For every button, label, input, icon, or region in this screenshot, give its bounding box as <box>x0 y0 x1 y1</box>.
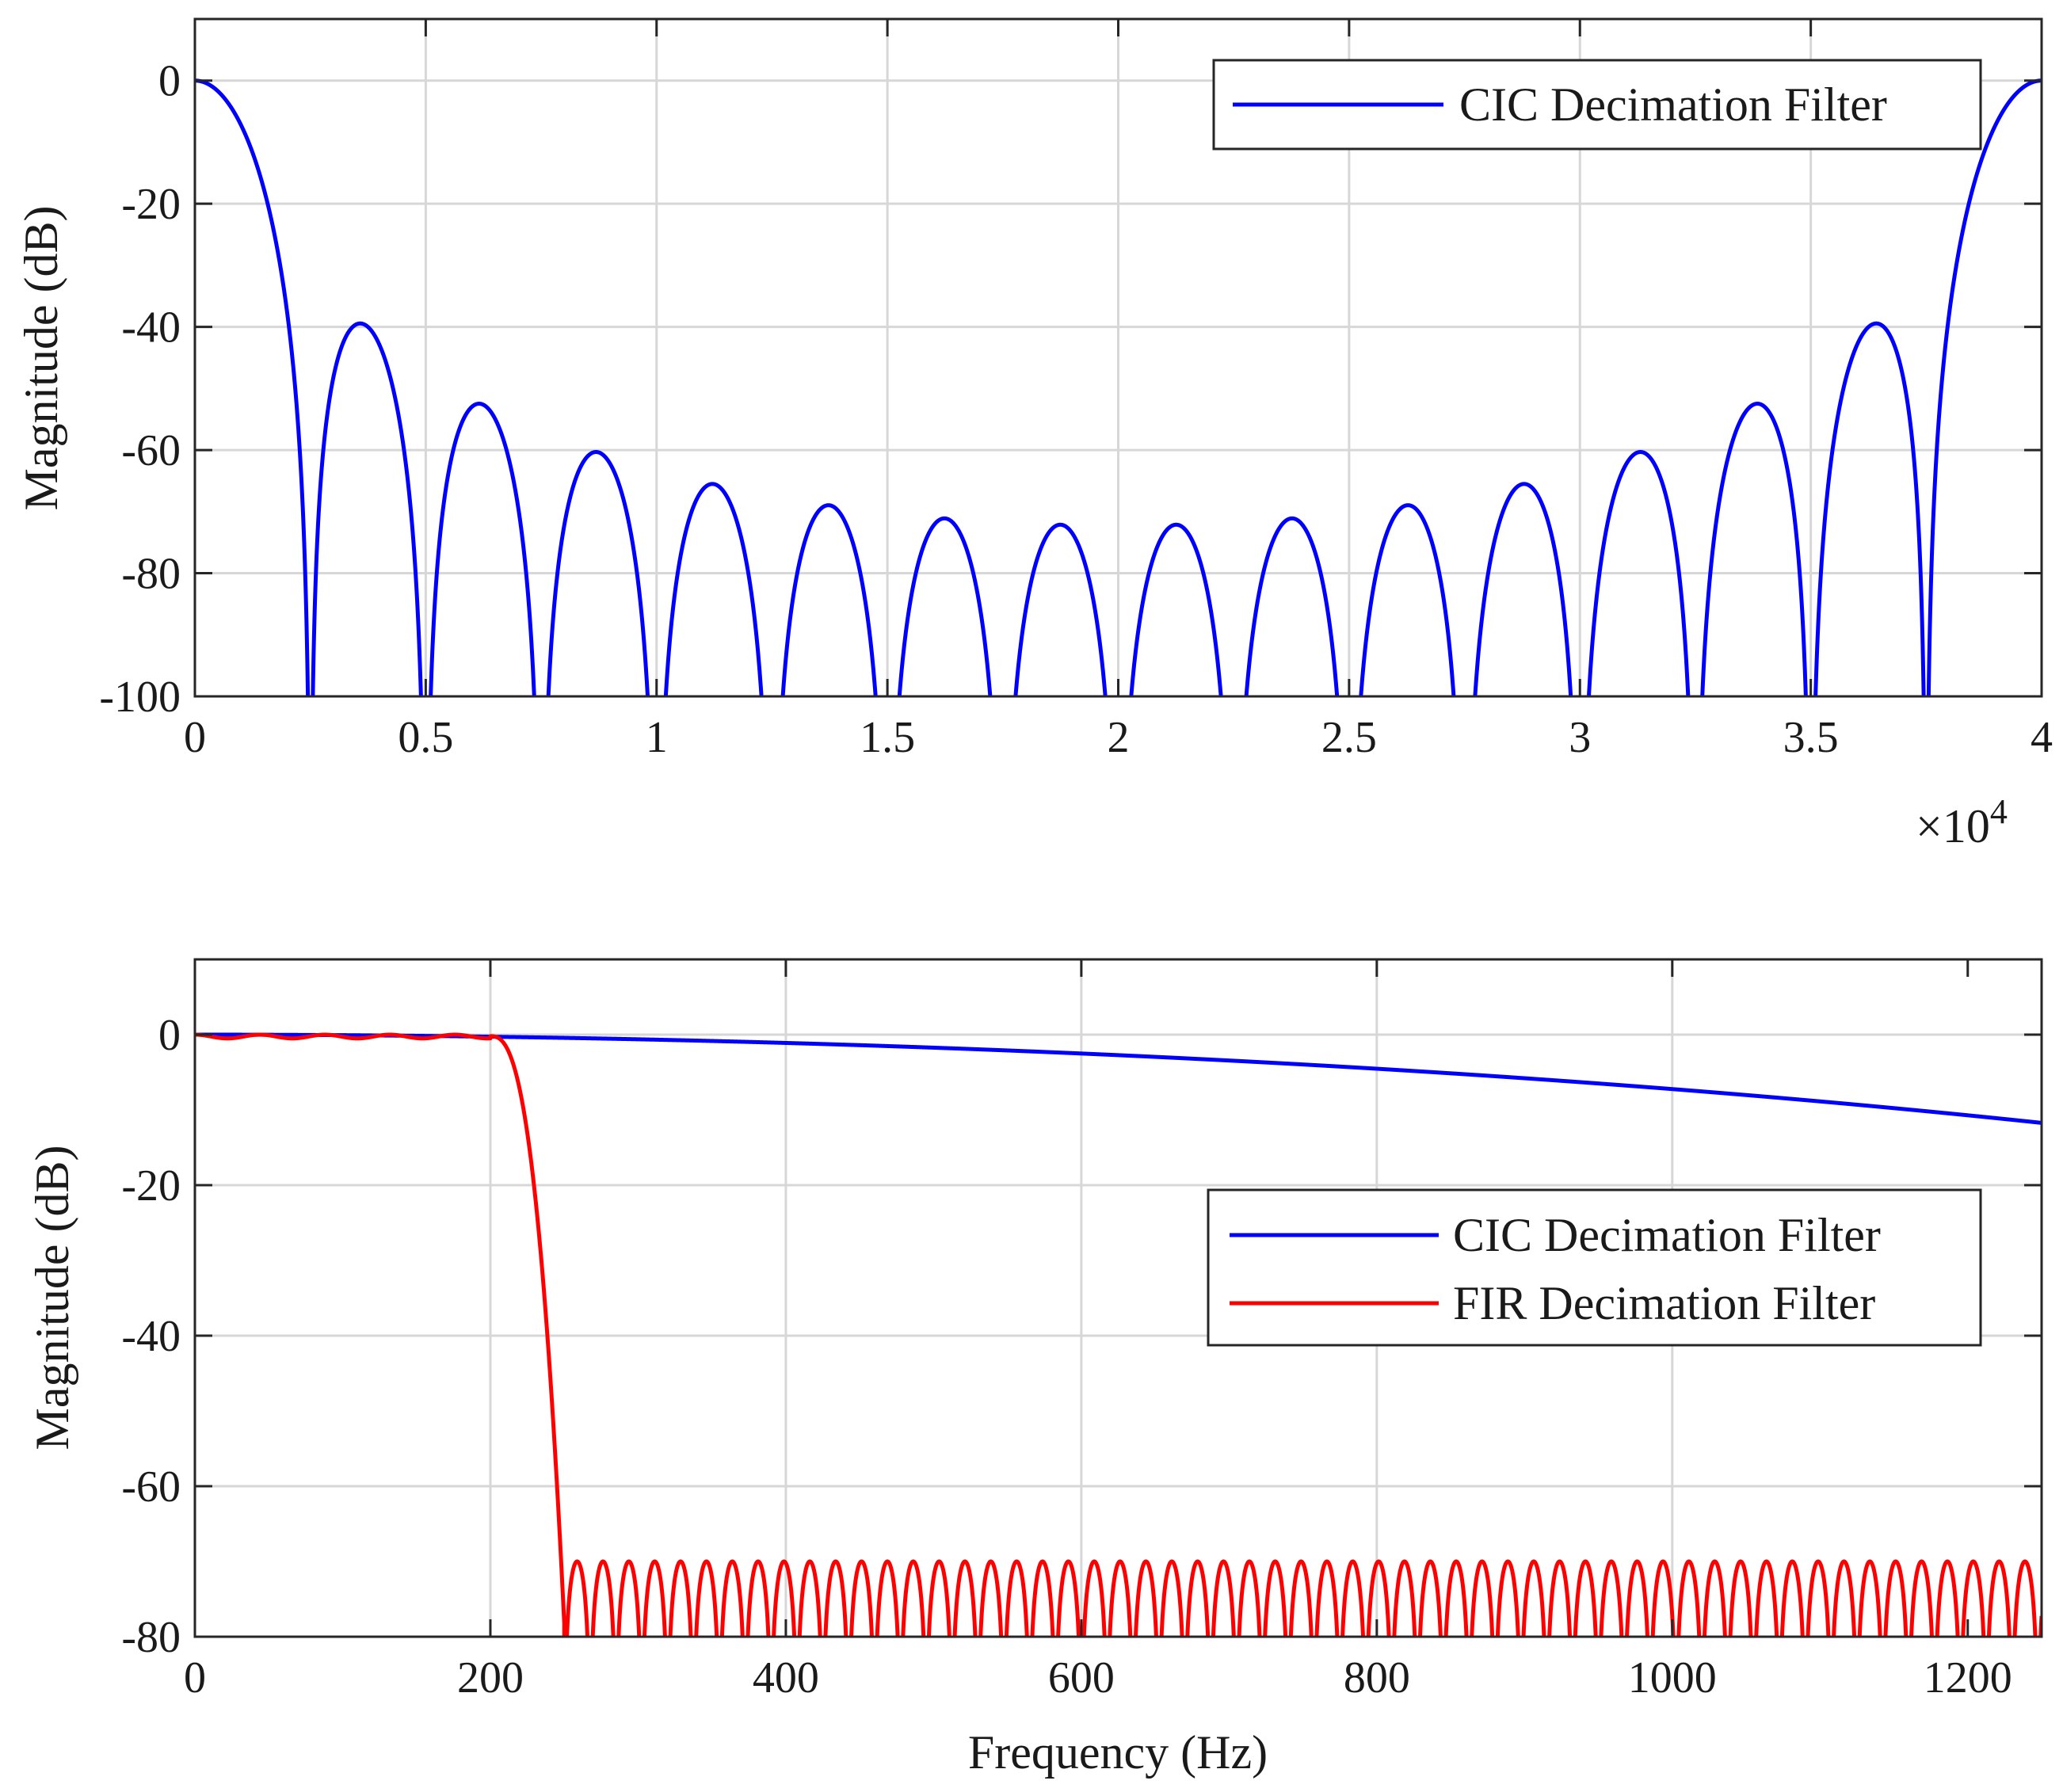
x-tick-label: 0 <box>184 713 206 762</box>
series-group <box>195 78 2042 696</box>
y-tick-label: 0 <box>158 57 181 106</box>
ticks: 0 0.5 1 1.5 2 2.5 3 3.5 4 0 -20 -40 -60 -80 -100 <box>99 19 2053 762</box>
legend-box <box>1207 1188 1982 1347</box>
x-tick-label: 3 <box>1569 713 1591 762</box>
x-tick-label: 2.5 <box>1321 713 1377 762</box>
y-tick-label: -80 <box>121 550 181 599</box>
cic-fir-passband-plot: 0 200 400 600 800 1000 1200 0 -20 -40 -60 -80 Magni… <box>26 958 2043 1779</box>
x-tick-label: 1.5 <box>860 713 915 762</box>
y-tick-label: 0 <box>158 1011 181 1060</box>
legend-label-cic: CIC Decimation Filter <box>1459 78 1887 131</box>
y-tick-label: -80 <box>121 1613 181 1662</box>
cic-full-response-plot: 0 0.5 1 1.5 2 2.5 3 3.5 4 0 -20 -40 -60 -80 -100 Magni… <box>15 17 2053 852</box>
x-tick-label: 2 <box>1108 713 1130 762</box>
y-axis-label: Magnitude (dB) <box>26 1146 78 1451</box>
x-tick-label: 0 <box>184 1653 206 1702</box>
x-tick-label: 200 <box>457 1653 524 1702</box>
x-tick-label: 1200 <box>1924 1653 2012 1702</box>
ticks: 0 200 400 600 800 1000 1200 0 -20 -40 -60 -80 <box>121 959 2042 1702</box>
x-tick-label: 4 <box>2031 713 2053 762</box>
x-tick-label: 600 <box>1048 1653 1115 1702</box>
y-axis-label: Magnitude (dB) <box>15 206 67 511</box>
y-tick-label: -20 <box>121 180 181 229</box>
y-tick-label: -60 <box>121 426 181 475</box>
legend: CIC Decimation Filter FIR Decimation Fil… <box>1207 1188 1982 1347</box>
x-axis-label: Frequency (Hz) <box>968 1726 1268 1779</box>
series-line-cic <box>195 1032 2042 1125</box>
series-line-cic <box>195 78 2042 696</box>
y-tick-label: -60 <box>121 1462 181 1512</box>
legend-label-fir: FIR Decimation Filter <box>1453 1277 1875 1329</box>
series-line-fir <box>195 1032 2042 1637</box>
x-tick-label: 1 <box>646 713 668 762</box>
legend-label-cic: CIC Decimation Filter <box>1453 1209 1881 1261</box>
y-tick-label: -40 <box>121 303 181 353</box>
x-tick-label: 0.5 <box>398 713 453 762</box>
x-tick-label: 800 <box>1344 1653 1410 1702</box>
x-tick-label: 1000 <box>1628 1653 1717 1702</box>
legend: CIC Decimation Filter <box>1212 59 1982 151</box>
y-tick-label: -40 <box>121 1312 181 1361</box>
y-tick-label: -100 <box>99 673 181 722</box>
series-group <box>195 1032 2042 1637</box>
x-tick-label: 3.5 <box>1783 713 1839 762</box>
x-exponent-label: ×104 <box>1916 792 2008 852</box>
axes-frame <box>193 958 2043 1638</box>
x-tick-label: 400 <box>753 1653 819 1702</box>
y-tick-label: -20 <box>121 1161 181 1211</box>
